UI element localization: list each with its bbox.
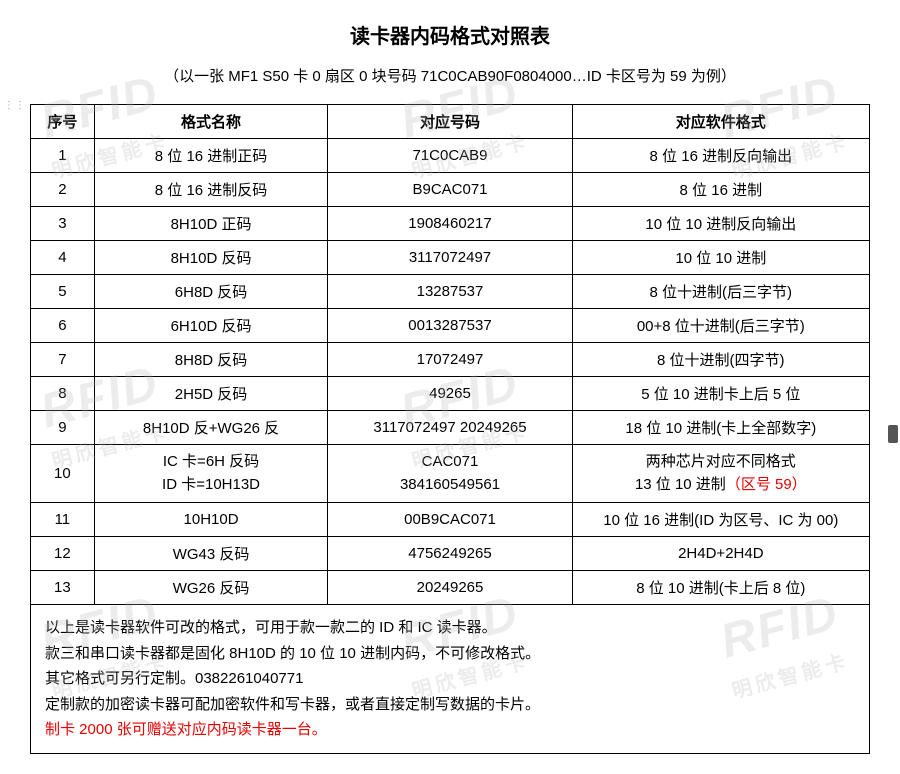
cell-fmt: 2H4D+2H4D [572,537,869,571]
format-table: 序号 格式名称 对应号码 对应软件格式 1 8 位 16 进制正码 71C0CA… [30,104,870,754]
cell-code: 71C0CAB9 [328,139,572,173]
cell-code-l2: 384160549561 [400,476,500,493]
table-row: 6 6H10D 反码 0013287537 00+8 位十进制(后三字节) [31,309,870,343]
table-row: 3 8H10D 正码 1908460217 10 位 10 进制反向输出 [31,207,870,241]
cell-code: 17072497 [328,343,572,377]
cell-seq: 1 [31,139,95,173]
note-line-5: 制卡 2000 张可赠送对应内码读卡器一台。 [45,721,327,738]
table-row: 7 8H8D 反码 17072497 8 位十进制(四字节) [31,343,870,377]
cell-fmt: 00+8 位十进制(后三字节) [572,309,869,343]
cell-fmt-l2a: 13 位 10 进制 [635,476,726,493]
notes-row: 以上是读卡器软件可改的格式，可用于款一款二的 ID 和 IC 读卡器。 款三和串… [31,605,870,754]
table-row: 9 8H10D 反+WG26 反 3117072497 20249265 18 … [31,411,870,445]
table-row: 12 WG43 反码 4756249265 2H4D+2H4D [31,537,870,571]
cell-fmt: 8 位十进制(后三字节) [572,275,869,309]
anchor-dots-left: ⋮⋮ [4,100,26,111]
cell-name: 8H8D 反码 [94,343,328,377]
cell-name: 2H5D 反码 [94,377,328,411]
cell-fmt: 5 位 10 进制卡上后 5 位 [572,377,869,411]
cell-name: 6H8D 反码 [94,275,328,309]
cell-code: 3117072497 20249265 [328,411,572,445]
cell-seq: 7 [31,343,95,377]
note-line-4: 定制款的加密读卡器可配加密软件和写卡器，或者直接定制写数据的卡片。 [45,696,540,713]
cell-name: 8H10D 反码 [94,241,328,275]
edge-handle-right[interactable] [888,425,898,443]
cell-name: IC 卡=6H 反码 ID 卡=10H13D [94,445,328,503]
note-line-2: 款三和串口读卡器都是固化 8H10D 的 10 位 10 进制内码，不可修改格式… [45,645,540,662]
notes-cell: 以上是读卡器软件可改的格式，可用于款一款二的 ID 和 IC 读卡器。 款三和串… [31,605,870,754]
cell-fmt: 10 位 10 进制 [572,241,869,275]
cell-seq: 10 [31,445,95,503]
cell-fmt: 8 位 16 进制 [572,173,869,207]
cell-name: 8H10D 正码 [94,207,328,241]
col-seq: 序号 [31,105,95,139]
col-code: 对应号码 [328,105,572,139]
cell-seq: 6 [31,309,95,343]
cell-fmt-l2b: （区号 59） [726,476,807,493]
cell-code: 00B9CAC071 [328,503,572,537]
cell-fmt: 两种芯片对应不同格式 13 位 10 进制（区号 59） [572,445,869,503]
note-line-3: 其它格式可另行定制。0382261040771 [45,670,303,687]
cell-fmt: 8 位 16 进制反向输出 [572,139,869,173]
table-header-row: 序号 格式名称 对应号码 对应软件格式 [31,105,870,139]
table-row: 1 8 位 16 进制正码 71C0CAB9 8 位 16 进制反向输出 [31,139,870,173]
cell-fmt: 18 位 10 进制(卡上全部数字) [572,411,869,445]
cell-seq: 13 [31,571,95,605]
cell-code: 1908460217 [328,207,572,241]
cell-name: 8 位 16 进制正码 [94,139,328,173]
cell-fmt: 8 位十进制(四字节) [572,343,869,377]
cell-fmt: 8 位 10 进制(卡上后 8 位) [572,571,869,605]
cell-name-l2: ID 卡=10H13D [162,476,260,493]
cell-seq: 4 [31,241,95,275]
cell-fmt-l1: 两种芯片对应不同格式 [646,453,796,470]
cell-name: 10H10D [94,503,328,537]
cell-seq: 5 [31,275,95,309]
table-row: 13 WG26 反码 20249265 8 位 10 进制(卡上后 8 位) [31,571,870,605]
cell-code: B9CAC071 [328,173,572,207]
col-fmt: 对应软件格式 [572,105,869,139]
cell-code-l1: CAC071 [422,453,479,470]
cell-name: 8H10D 反+WG26 反 [94,411,328,445]
cell-seq: 9 [31,411,95,445]
table-row: 4 8H10D 反码 3117072497 10 位 10 进制 [31,241,870,275]
table-row: 8 2H5D 反码 49265 5 位 10 进制卡上后 5 位 [31,377,870,411]
cell-seq: 2 [31,173,95,207]
cell-fmt: 10 位 16 进制(ID 为区号、IC 为 00) [572,503,869,537]
cell-seq: 8 [31,377,95,411]
table-row: 2 8 位 16 进制反码 B9CAC071 8 位 16 进制 [31,173,870,207]
cell-code: 49265 [328,377,572,411]
cell-code: 0013287537 [328,309,572,343]
cell-code: 13287537 [328,275,572,309]
cell-seq: 3 [31,207,95,241]
table-row: 5 6H8D 反码 13287537 8 位十进制(后三字节) [31,275,870,309]
cell-name: WG43 反码 [94,537,328,571]
cell-code: 3117072497 [328,241,572,275]
cell-name: 8 位 16 进制反码 [94,173,328,207]
cell-seq: 12 [31,537,95,571]
cell-name: WG26 反码 [94,571,328,605]
note-line-1: 以上是读卡器软件可改的格式，可用于款一款二的 ID 和 IC 读卡器。 [45,619,497,636]
page-title: 读卡器内码格式对照表 [30,20,870,49]
cell-seq: 11 [31,503,95,537]
col-name: 格式名称 [94,105,328,139]
table-row: 10 IC 卡=6H 反码 ID 卡=10H13D CAC071 3841605… [31,445,870,503]
cell-code: 4756249265 [328,537,572,571]
cell-name-l1: IC 卡=6H 反码 [163,453,259,470]
cell-code: CAC071 384160549561 [328,445,572,503]
cell-name: 6H10D 反码 [94,309,328,343]
table-row: 11 10H10D 00B9CAC071 10 位 16 进制(ID 为区号、I… [31,503,870,537]
cell-code: 20249265 [328,571,572,605]
cell-fmt: 10 位 10 进制反向输出 [572,207,869,241]
page-subtitle: （以一张 MF1 S50 卡 0 扇区 0 块号码 71C0CAB90F0804… [30,65,870,86]
